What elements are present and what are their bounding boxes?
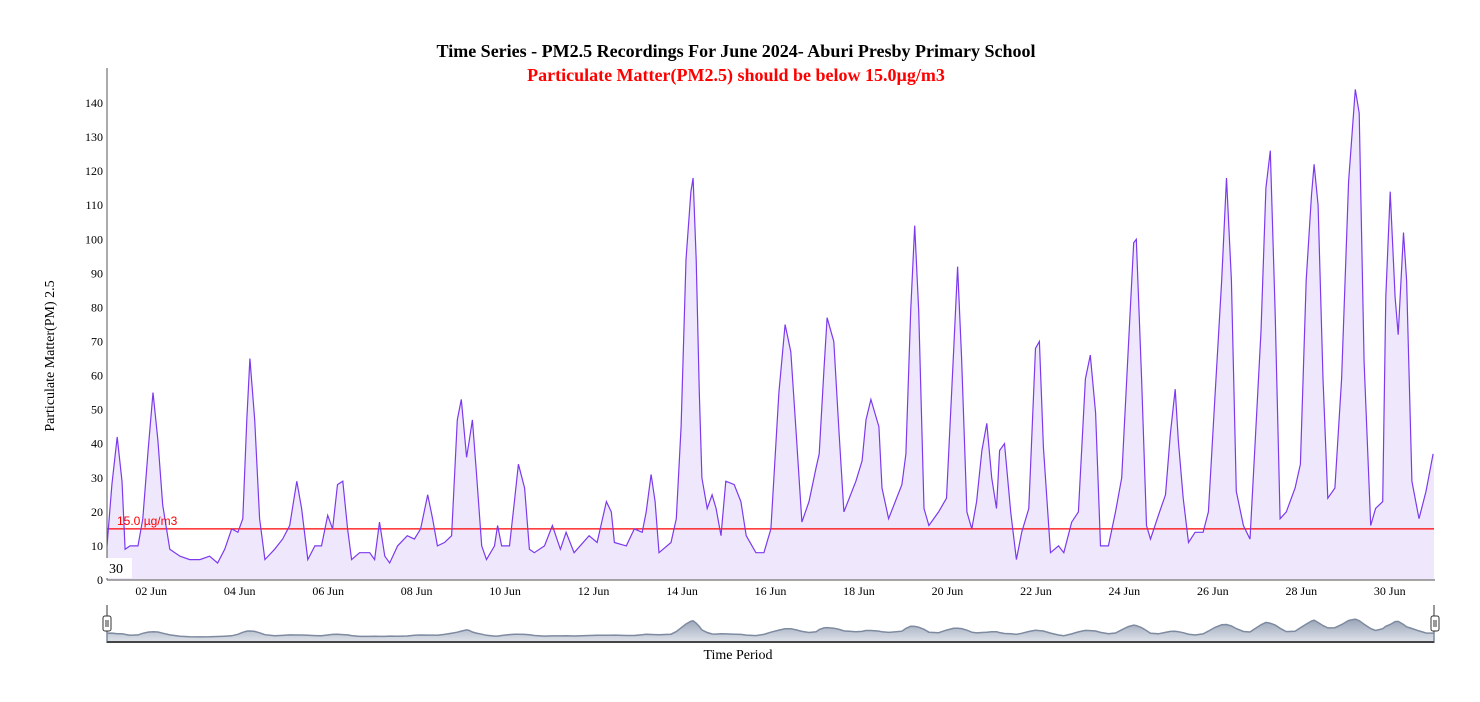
x-tick-label: 26 Jun (1197, 584, 1229, 598)
x-axis-ticks: 02 Jun 04 Jun 06 Jun 08 Jun 10 Jun 12 Jun 14 J… (135, 584, 1405, 598)
y-tick-label: 80 (91, 300, 103, 314)
y-tick-label: 100 (85, 232, 103, 246)
y-tick-label: 30 (91, 471, 103, 485)
y-tick-label: 10 (91, 539, 103, 553)
y-tick-label: 60 (91, 369, 103, 383)
y-tick-label: 0 (97, 573, 103, 587)
x-tick-label: 12 Jun (578, 584, 610, 598)
y-tick-label: 140 (85, 96, 103, 110)
x-tick-label: 22 Jun (1020, 584, 1052, 598)
y-tick-label: 40 (91, 437, 103, 451)
y-axis-label: Particulate Matter(PM) 2.5 (43, 280, 58, 431)
navigator-right-handle[interactable] (1430, 615, 1440, 632)
x-tick-label: 06 Jun (312, 584, 344, 598)
x-tick-label: 30 Jun (1374, 584, 1406, 598)
threshold-label: 15.0 µg/m3 (117, 514, 178, 528)
chart-subtitle: Particulate Matter(PM2.5) should be belo… (527, 65, 945, 86)
navigator[interactable] (102, 605, 1440, 643)
y-tick-label: 90 (91, 266, 103, 280)
corner-label-box (106, 558, 132, 578)
navigator-left-handle[interactable] (102, 615, 112, 632)
x-axis-label: Time Period (703, 648, 772, 663)
x-tick-label: 10 Jun (489, 584, 521, 598)
y-tick-label: 120 (85, 164, 103, 178)
x-tick-label: 24 Jun (1109, 584, 1141, 598)
corner-label: 30 (109, 562, 123, 577)
navigator-area (106, 618, 1435, 643)
x-tick-label: 16 Jun (755, 584, 787, 598)
x-tick-label: 28 Jun (1285, 584, 1317, 598)
x-tick-label: 02 Jun (135, 584, 167, 598)
x-tick-label: 04 Jun (224, 584, 256, 598)
x-tick-label: 20 Jun (932, 584, 964, 598)
pm25-area-fill (107, 89, 1434, 580)
y-tick-label: 110 (85, 198, 103, 212)
pm25-series-line[interactable] (107, 89, 1434, 565)
y-tick-label: 70 (91, 335, 103, 349)
y-tick-label: 20 (91, 505, 103, 519)
chart-title: Time Series - PM2.5 Recordings For June … (437, 41, 1036, 61)
x-tick-label: 18 Jun (843, 584, 875, 598)
y-axis-ticks: 0 10 20 30 40 50 60 70 80 90 100 110 120 130 140 (85, 96, 103, 587)
y-tick-label: 50 (91, 403, 103, 417)
y-tick-label: 130 (85, 130, 103, 144)
x-tick-label: 14 Jun (666, 584, 698, 598)
x-tick-label: 08 Jun (401, 584, 433, 598)
